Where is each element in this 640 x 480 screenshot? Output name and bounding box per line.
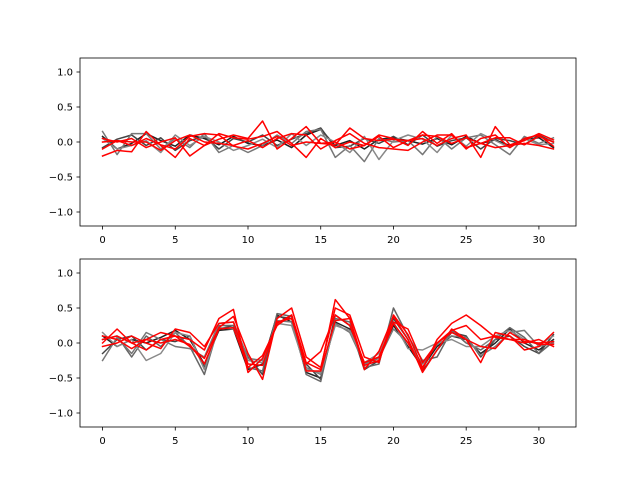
- x-tick-label: 10: [242, 235, 255, 246]
- y-tick-label: −0.5: [49, 173, 73, 184]
- x-tick-label: 15: [314, 436, 327, 447]
- x-tick-label: 0: [99, 235, 105, 246]
- y-tick-label: −1.0: [49, 409, 73, 420]
- series-line-8: [101, 314, 555, 367]
- series-line-8: [101, 127, 555, 151]
- x-tick-label: 20: [387, 235, 400, 246]
- y-tick-label: −1.0: [49, 208, 73, 219]
- series-line-4: [101, 132, 555, 161]
- x-tick-label: 20: [387, 436, 400, 447]
- x-tick-label: 30: [533, 235, 546, 246]
- series-group: [101, 120, 555, 163]
- series-line-5: [101, 321, 555, 374]
- x-tick-label: 25: [460, 436, 473, 447]
- top-subplot: 0 5 10 15 20 25 30 −1.0 −0.5 0.0 0.5 1.0: [49, 57, 577, 246]
- x-tick-label: 15: [314, 235, 327, 246]
- series-line-6: [101, 130, 555, 159]
- x-tick-label: 0: [99, 436, 105, 447]
- y-tick-label: 1.0: [57, 68, 73, 79]
- bottom-subplot: 0 5 10 15 20 25 30 −1.0 −0.5 0.0 0.5 1.0: [49, 258, 577, 447]
- y-tick-label: 0.5: [57, 103, 73, 114]
- x-tick-label: 10: [242, 436, 255, 447]
- x-tick-label: 5: [172, 235, 178, 246]
- series-line-9: [101, 314, 555, 372]
- y-tick-label: 0.0: [57, 138, 73, 149]
- x-tick-label: 30: [533, 436, 546, 447]
- axes-frame: [79, 258, 577, 428]
- y-tick-label: −0.5: [49, 374, 73, 385]
- series-group: [101, 298, 555, 383]
- y-tick-label: 0.0: [57, 339, 73, 350]
- series-line-7: [101, 307, 555, 381]
- y-tick-label: 0.5: [57, 304, 73, 315]
- x-tick-label: 25: [460, 235, 473, 246]
- y-tick-label: 1.0: [57, 269, 73, 280]
- x-tick-label: 5: [172, 436, 178, 447]
